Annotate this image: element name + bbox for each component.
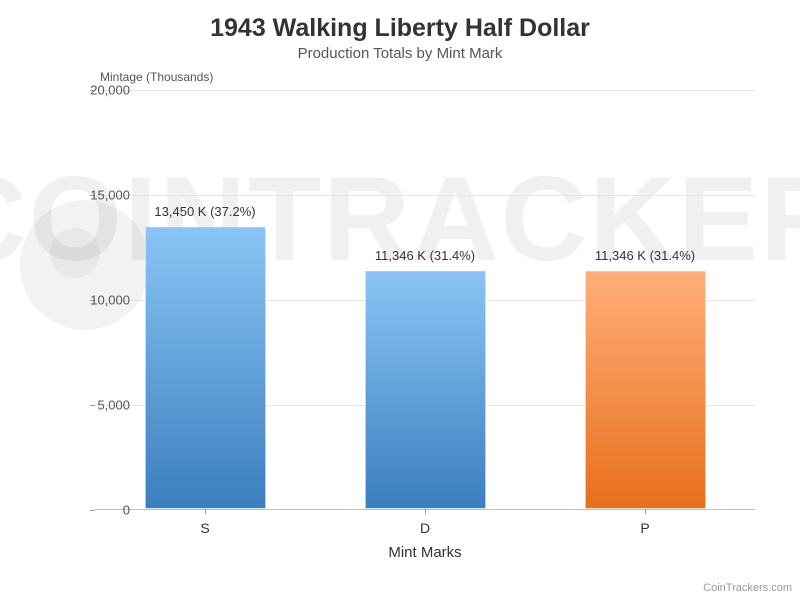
bar-P	[585, 271, 706, 509]
y-tick-label: 20,000	[70, 83, 130, 98]
bar-value-label: 11,346 K (31.4%)	[595, 248, 695, 263]
x-tick-mark	[645, 509, 646, 514]
credit-text: CoinTrackers.com	[703, 582, 792, 594]
chart-title: 1943 Walking Liberty Half Dollar	[0, 0, 800, 43]
x-tick-label: P	[640, 520, 649, 536]
y-tick-label: 0	[70, 503, 130, 518]
gridline	[95, 195, 755, 196]
x-tick-mark	[425, 509, 426, 514]
y-tick-label: 10,000	[70, 293, 130, 308]
y-tick-label: 5,000	[70, 398, 130, 413]
bar-S	[145, 227, 266, 509]
chart-plot-area: 13,450 K (37.2%) 11,346 K (31.4%) 11,346 K…	[95, 90, 755, 510]
bar-value-label: 13,450 K (37.2%)	[154, 204, 255, 219]
x-tick-label: D	[420, 520, 430, 536]
gridline	[95, 90, 755, 91]
bar-D	[365, 271, 486, 509]
y-tick-label: 15,000	[70, 188, 130, 203]
x-tick-mark	[205, 509, 206, 514]
x-tick-label: S	[200, 520, 209, 536]
chart-subtitle: Production Totals by Mint Mark	[0, 45, 800, 62]
bar-value-label: 11,346 K (31.4%)	[375, 248, 475, 263]
x-axis-label: Mint Marks	[388, 544, 461, 561]
